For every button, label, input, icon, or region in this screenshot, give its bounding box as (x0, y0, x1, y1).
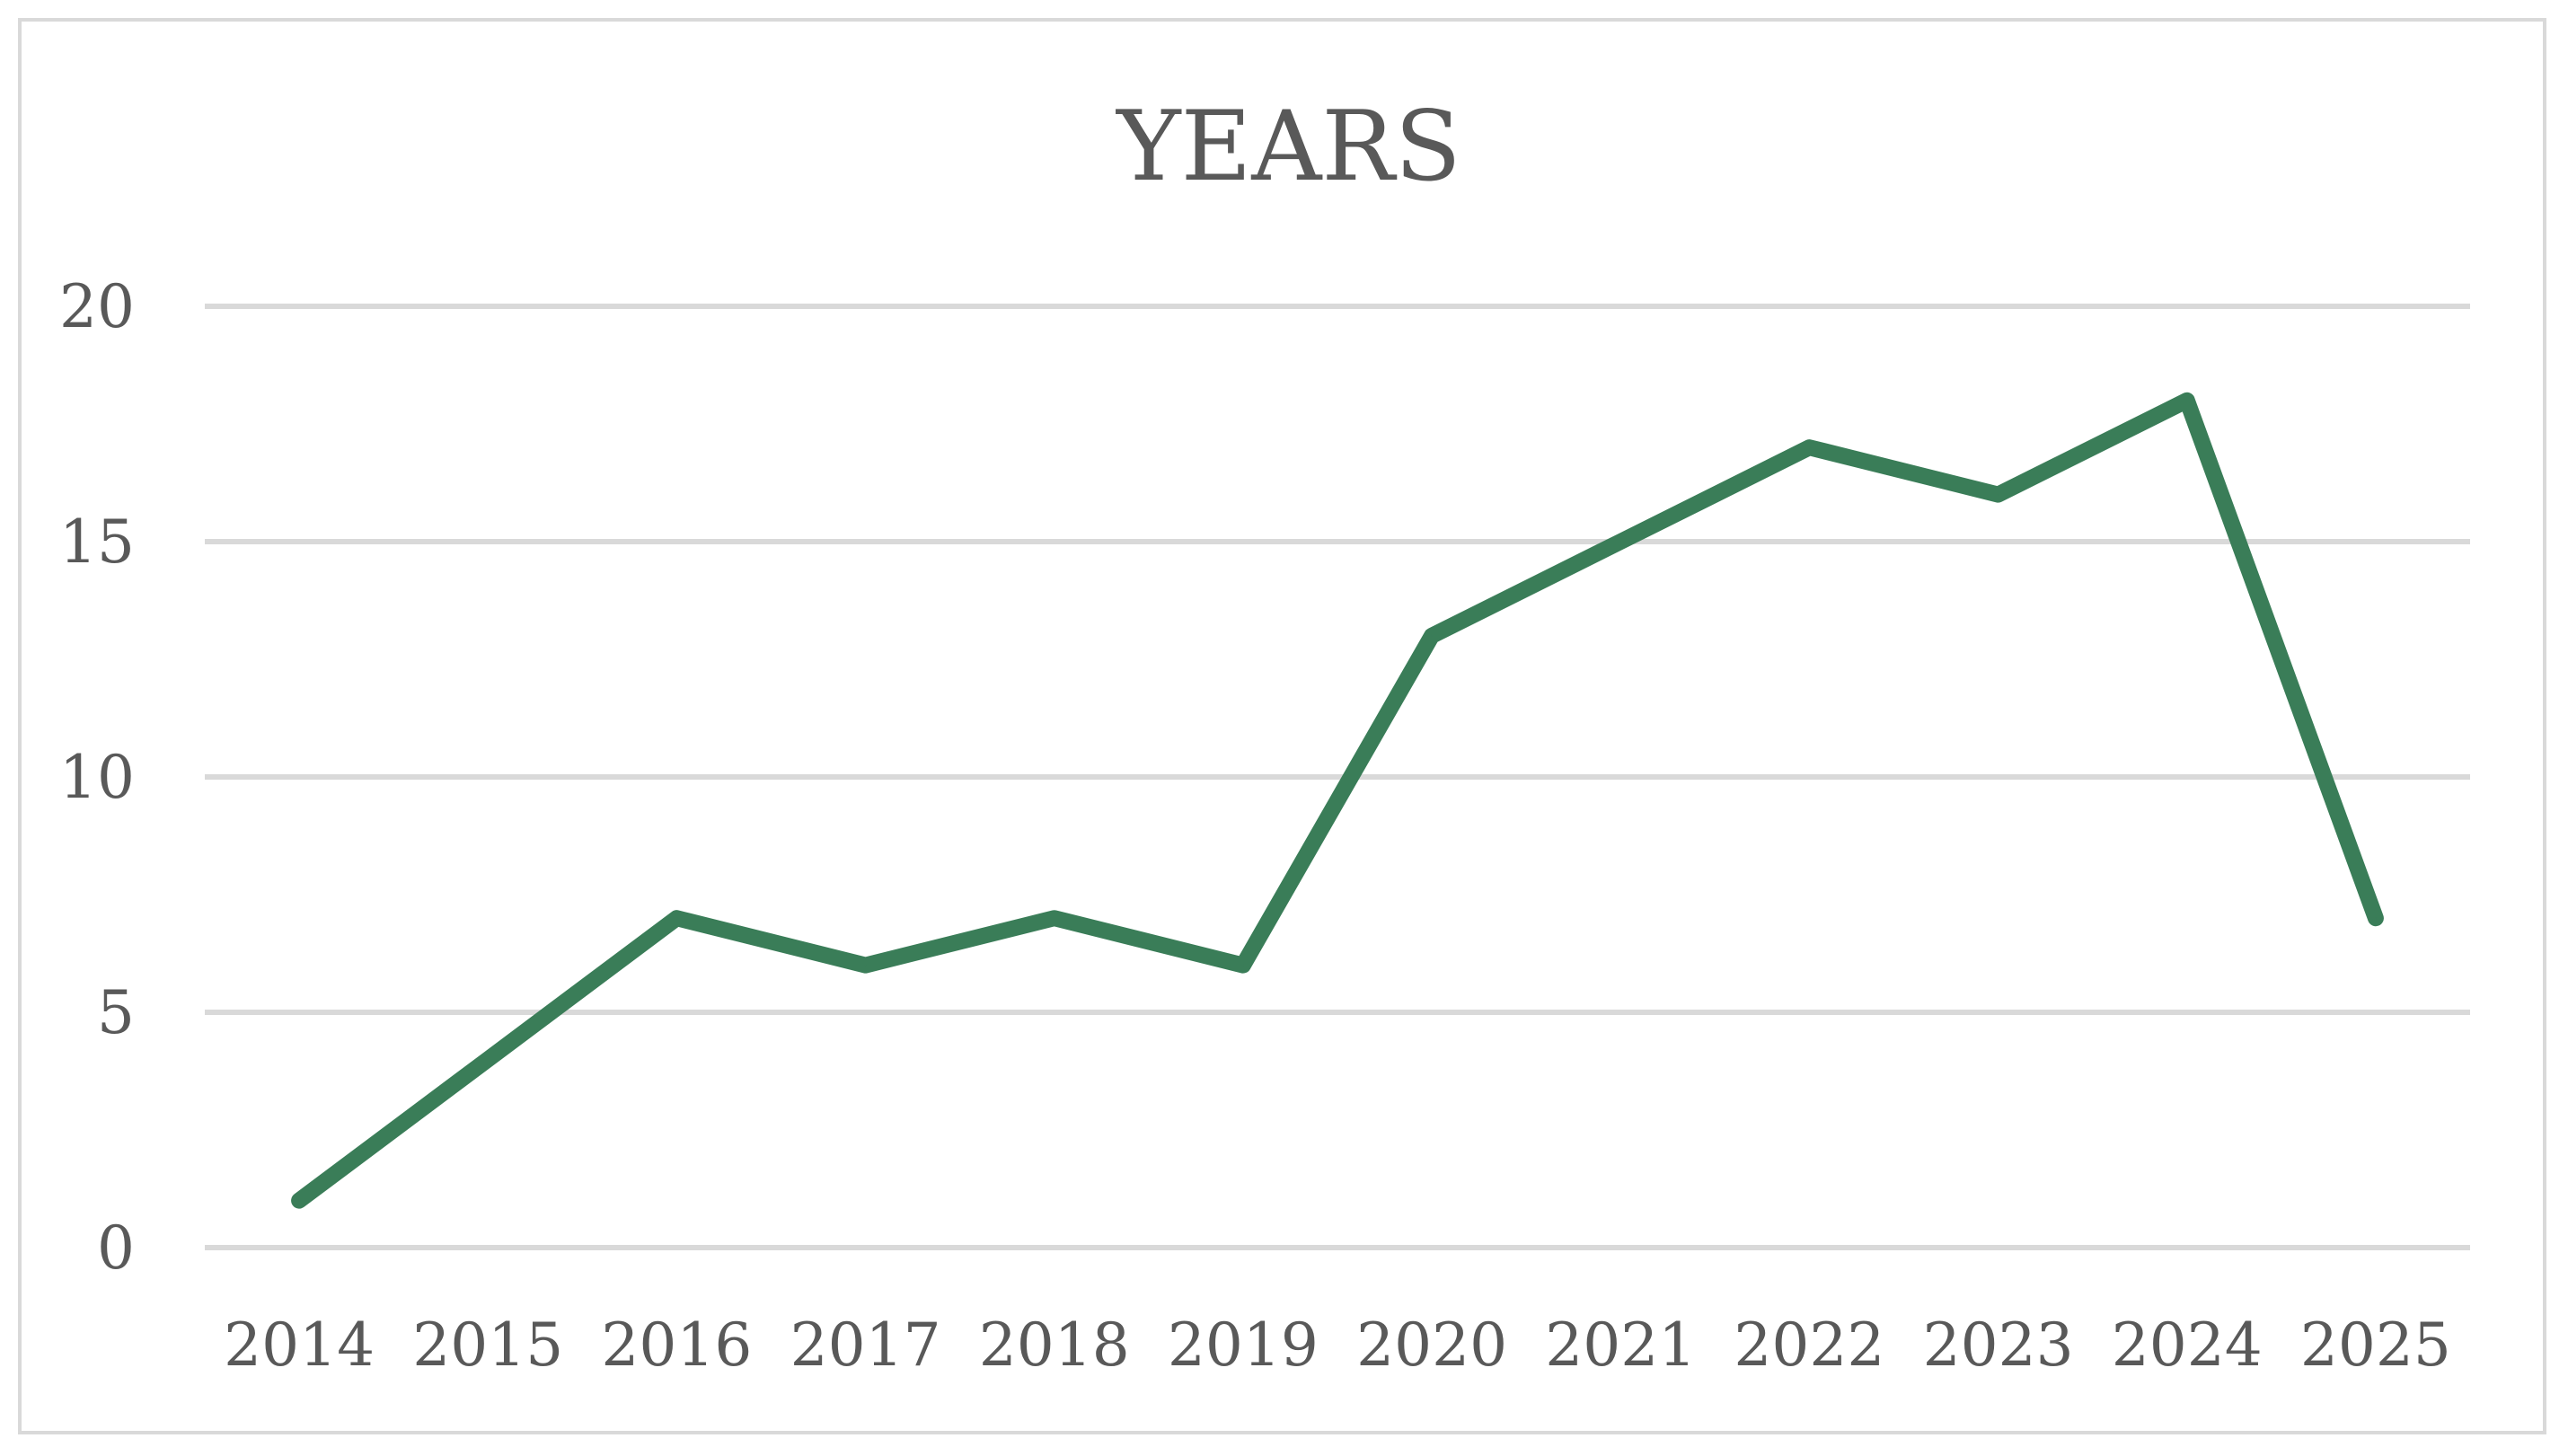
data-point (1431, 634, 1434, 637)
x-tick-label: 2025 (2300, 1310, 2451, 1380)
data-point (1619, 541, 1622, 543)
x-tick-label: 2018 (979, 1310, 1130, 1380)
y-tick-label: 5 (97, 978, 135, 1047)
data-point (487, 1058, 490, 1061)
data-point (298, 1199, 301, 1202)
data-point (1808, 446, 1811, 449)
x-tick-label: 2014 (224, 1310, 375, 1380)
data-point (1241, 964, 1244, 966)
x-tick-label: 2022 (1734, 1310, 1884, 1380)
y-axis-ticks: 0 5 10 15 20 (59, 272, 135, 1283)
data-point (1053, 917, 1055, 920)
series-lines (291, 392, 2384, 1209)
x-tick-label: 2017 (790, 1310, 941, 1380)
x-tick-label: 2024 (2112, 1310, 2263, 1380)
x-tick-label: 2015 (412, 1310, 563, 1380)
y-tick-label: 0 (97, 1213, 135, 1283)
data-point (864, 964, 867, 966)
y-tick-label: 15 (59, 507, 135, 577)
data-point (675, 917, 678, 920)
x-tick-label: 2020 (1356, 1310, 1507, 1380)
gridlines (205, 304, 2470, 1250)
chart-title: YEARS (1115, 91, 1460, 203)
data-point (1997, 493, 1999, 496)
y-tick-label: 10 (59, 743, 135, 812)
x-tick-label: 2016 (601, 1310, 752, 1380)
x-tick-label: 2019 (1168, 1310, 1319, 1380)
x-tick-label: 2023 (1923, 1310, 2074, 1380)
x-axis-ticks: 2014 2015 2016 2017 2018 2019 2020 2021 2022 2023… (224, 1310, 2451, 1380)
data-point (2374, 917, 2377, 920)
chart-frame (18, 18, 2546, 1434)
y-tick-label: 20 (59, 272, 135, 341)
x-tick-label: 2021 (1545, 1310, 1696, 1380)
series-line (291, 392, 2384, 1209)
data-point (2185, 399, 2188, 402)
